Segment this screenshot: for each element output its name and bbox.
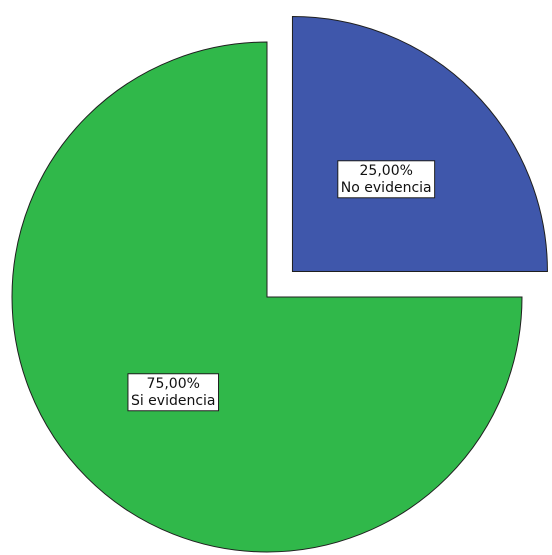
slice-label-box <box>127 373 220 412</box>
slice-category-label: No evidencia <box>341 180 432 196</box>
slice-category-label: Si evidencia <box>131 393 216 409</box>
slice-label-box <box>337 160 436 199</box>
slice-label: 75,00%Si evidencia <box>127 373 220 412</box>
labels-layer: 25,00%No evidencia 75,00%Si evidencia <box>127 160 436 412</box>
pie-slice-no-evidencia <box>291 16 548 273</box>
slice-percent-label: 25,00% <box>360 163 413 179</box>
slice-percent-label: 75,00% <box>147 376 200 392</box>
slices-layer <box>11 16 548 553</box>
slice-label: 25,00%No evidencia <box>337 160 436 199</box>
pie-slice-si-evidencia <box>11 41 523 553</box>
